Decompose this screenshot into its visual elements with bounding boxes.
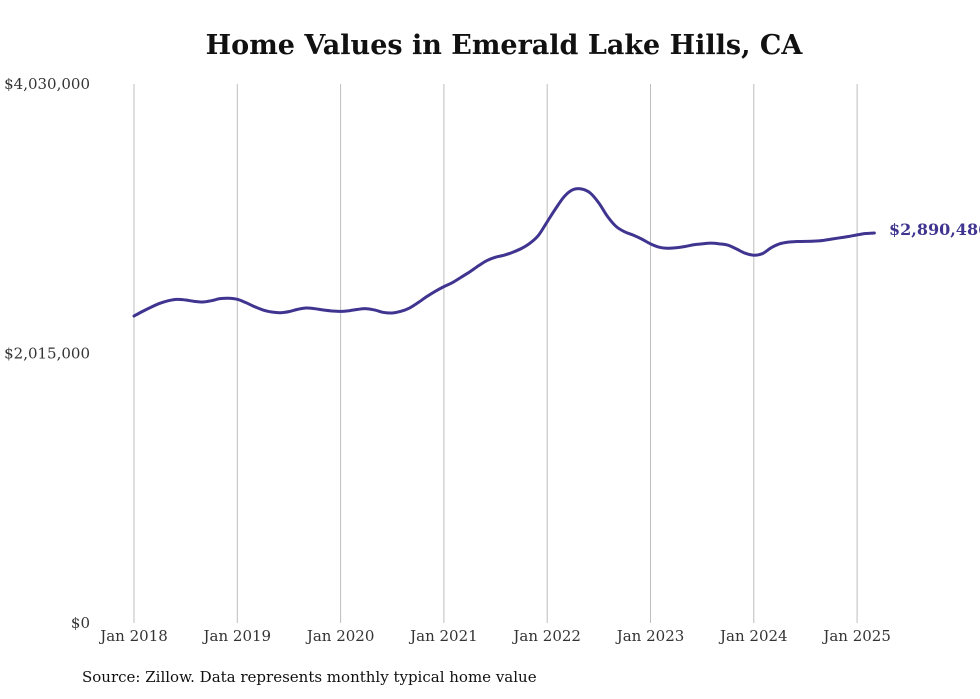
series-line-0 xyxy=(132,187,876,318)
x-tick-label: Jan 2019 xyxy=(202,627,272,645)
x-tick-label: Jan 2020 xyxy=(305,627,375,645)
x-tick-label: Jan 2021 xyxy=(408,627,478,645)
y-tick-label: $2,015,000 xyxy=(4,345,90,363)
y-axis: $0 $2,015,000 $4,030,000 xyxy=(4,75,90,632)
end-value-label: $2,890,486 xyxy=(889,220,980,239)
y-tick-label: $4,030,000 xyxy=(4,75,90,93)
y-tick-label: $0 xyxy=(71,614,90,632)
x-tick-label: Jan 2023 xyxy=(615,627,685,645)
x-axis: Jan 2018 Jan 2019 Jan 2020 Jan 2021 Jan 2022… xyxy=(98,627,891,645)
source-note: Source: Zillow. Data represents monthly … xyxy=(82,668,537,686)
vertical-gridlines xyxy=(133,84,858,623)
chart-title: Home Values in Emerald Lake Hills, CA xyxy=(205,30,803,61)
series-layer: $2,890,486 xyxy=(132,187,980,318)
x-tick-label: Jan 2022 xyxy=(511,627,581,645)
x-tick-label: Jan 2024 xyxy=(718,627,788,645)
x-tick-label: Jan 2018 xyxy=(98,627,168,645)
x-tick-label: Jan 2025 xyxy=(821,627,891,645)
